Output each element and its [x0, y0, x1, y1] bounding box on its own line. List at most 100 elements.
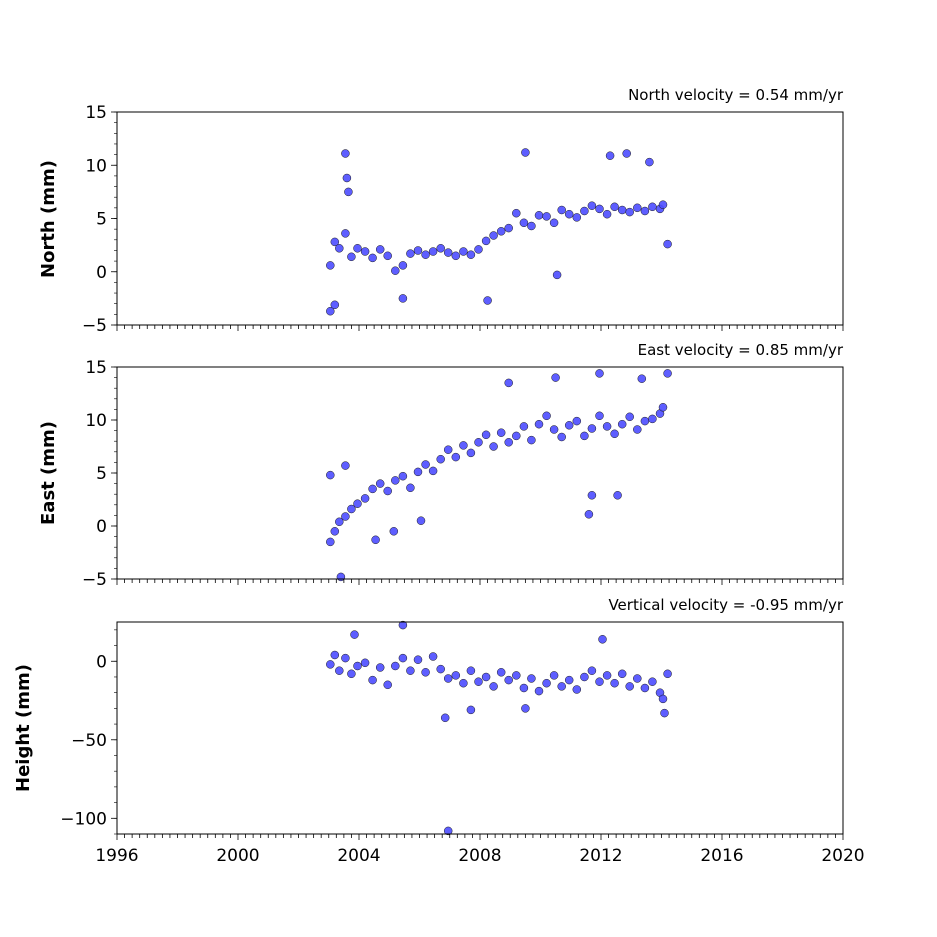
height-data-point [330, 650, 340, 660]
east-data-point [551, 373, 560, 382]
north-data-point [466, 250, 476, 259]
height-data-point [521, 704, 530, 713]
x-tick-label: 1996 [95, 846, 138, 866]
east-data-point [368, 484, 377, 494]
east-data-point [406, 483, 415, 493]
height-data-point [436, 664, 445, 674]
east-data-point [326, 470, 335, 480]
north-data-point [595, 204, 604, 214]
height-data-point [383, 680, 392, 690]
east-data-point [633, 425, 642, 434]
east-data-point [625, 412, 634, 422]
height-panel: Vertical velocity = -0.95 mm/yr Height (… [13, 596, 865, 866]
north-ylabel: North (mm) [38, 160, 59, 278]
height-data-point [663, 669, 672, 679]
north-data-point [542, 212, 551, 221]
height-data-point [459, 678, 468, 688]
height-data-point [489, 682, 498, 691]
height-data-point [660, 708, 669, 718]
height-data-point [353, 661, 362, 671]
north-data-point [341, 229, 350, 238]
north-data-point [521, 148, 530, 157]
north-data-point [617, 205, 627, 215]
height-data-point [587, 666, 597, 675]
north-data-point [496, 227, 506, 236]
height-data-point [413, 655, 423, 664]
east-data-point [602, 422, 612, 431]
east-data-point [371, 535, 380, 545]
north-velocity-title: North velocity = 0.54 mm/yr [628, 86, 844, 104]
x-tick-label: 2016 [700, 846, 743, 866]
height-data-point [595, 677, 604, 686]
height-data-point [625, 682, 634, 691]
north-points [326, 148, 672, 316]
east-data-point [326, 537, 335, 547]
north-data-point [602, 209, 612, 219]
east-data-point [330, 527, 340, 536]
height-data-point [658, 694, 668, 704]
east-data-point [504, 378, 513, 388]
east-data-point [347, 504, 356, 514]
north-data-point [640, 206, 650, 216]
east-data-point [587, 491, 597, 500]
east-data-point [481, 430, 491, 440]
north-y-tick-label: 0 [96, 263, 107, 283]
east-data-point [564, 421, 574, 430]
east-data-point [335, 517, 344, 527]
east-data-point [595, 369, 604, 378]
north-panel: North velocity = 0.54 mm/yr North (mm) −… [38, 86, 844, 336]
east-data-point [663, 369, 672, 378]
north-data-point [375, 245, 385, 254]
north-data-point [572, 213, 582, 222]
height-data-point [648, 677, 657, 686]
x-tick-label: 2012 [579, 846, 622, 866]
height-data-point [428, 652, 438, 661]
east-data-point [584, 510, 594, 519]
height-data-point [398, 653, 408, 663]
east-data-point [527, 435, 536, 445]
north-axes-frame [116, 111, 844, 326]
x-tick-label: 2020 [821, 846, 864, 866]
north-data-point [341, 149, 350, 158]
height-y-tick-label: −100 [60, 809, 107, 829]
east-data-point [421, 460, 430, 469]
east-data-point [595, 411, 604, 421]
x-tick-label: 2008 [458, 846, 501, 866]
north-data-point [549, 218, 559, 228]
height-data-point [368, 675, 377, 685]
east-data-point [580, 431, 589, 441]
east-data-point [383, 486, 392, 496]
north-y-tick-label: 10 [85, 156, 107, 176]
north-data-point [406, 249, 415, 258]
east-data-point [436, 454, 445, 464]
height-data-point [610, 678, 619, 688]
north-y-tick-label: 5 [96, 210, 107, 230]
height-data-point [519, 683, 529, 693]
height-ticks: 1996 2000 2004 2008 2012 2016 2020 −100 −50 0 [60, 629, 865, 866]
north-data-point [347, 252, 356, 262]
height-data-point [504, 675, 513, 685]
height-data-point [451, 671, 461, 680]
height-axes-frame [116, 621, 844, 835]
height-data-point [347, 669, 356, 679]
north-data-point [552, 270, 562, 280]
height-data-point [335, 666, 344, 675]
height-data-point [534, 686, 544, 696]
height-data-point [440, 713, 450, 723]
north-data-point [330, 300, 340, 310]
east-data-point [587, 424, 597, 433]
east-data-point [512, 431, 521, 441]
east-data-point [658, 403, 668, 412]
height-data-point [375, 663, 385, 672]
north-data-point [658, 200, 668, 209]
north-data-point [353, 244, 362, 253]
east-panel: East velocity = 0.85 mm/yr East (mm) −5 0… [38, 341, 844, 590]
north-data-point [489, 231, 498, 240]
height-data-point [580, 672, 589, 682]
north-data-point [398, 294, 408, 303]
height-data-point [398, 620, 408, 630]
north-data-point [648, 202, 657, 212]
east-data-point [489, 442, 498, 451]
east-data-point [504, 438, 513, 447]
